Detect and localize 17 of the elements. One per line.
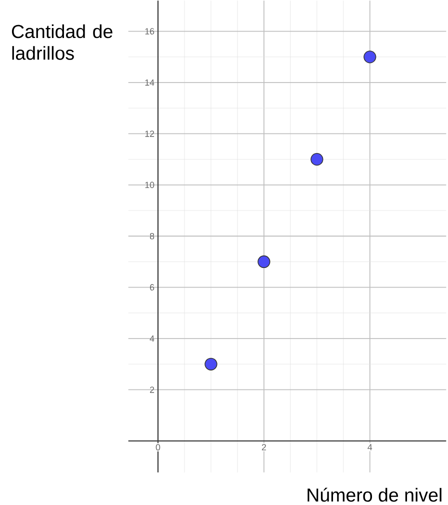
point [204,358,218,370]
x-axis-title: Número de nivel [308,488,442,502]
x-tick-label: 0 [156,444,160,450]
y-tick-label: 16 [145,28,154,34]
text: Cantidad de ladrillos [12,24,112,60]
x-tick-label: 2 [262,444,266,450]
point [310,153,324,166]
y-tick-label: 10 [145,182,154,188]
y-tick-label: 2 [150,386,154,393]
y-tick-label: 4 [150,335,154,342]
point [364,50,376,64]
x-tick-label: 4 [368,444,372,450]
y-tick-label: 8 [150,232,154,240]
y-tick-label: 12 [145,130,154,137]
point [258,255,270,268]
y-tick-label: 14 [145,79,154,86]
y-tick-label: 6 [150,284,154,290]
